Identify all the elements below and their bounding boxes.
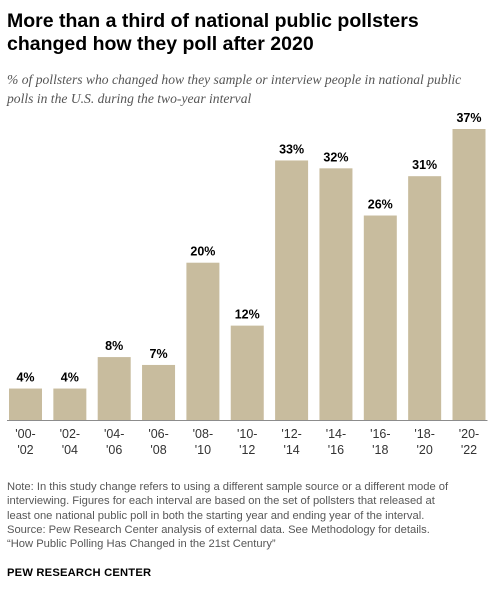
bar-value-label: 4% bbox=[61, 371, 79, 385]
brand-logo-text: PEW RESEARCH CENTER bbox=[7, 567, 152, 579]
x-tick-label: '14 bbox=[283, 443, 299, 457]
bar-value-label: 7% bbox=[150, 347, 168, 361]
x-tick-label: '20- bbox=[459, 427, 479, 441]
x-tick-label: '20 bbox=[417, 443, 433, 457]
bar-chart: 4% '00- '02 4% '02- '04 8% '04- '06 7% '06- '08 20% '… bbox=[7, 111, 488, 457]
bar-value-label: 31% bbox=[412, 158, 437, 172]
x-tick-label: '06 bbox=[106, 443, 122, 457]
chart-notes: Note: In this study change refers to usi… bbox=[7, 480, 487, 551]
x-tick-label: '00- bbox=[15, 427, 35, 441]
x-tick-label: '16 bbox=[328, 443, 344, 457]
bar bbox=[275, 160, 309, 420]
bar-value-label: 4% bbox=[16, 371, 34, 385]
x-tick-label: '08- bbox=[193, 427, 213, 441]
bar bbox=[319, 168, 353, 420]
bar-value-label: 12% bbox=[235, 308, 260, 322]
bar-value-label: 26% bbox=[368, 198, 393, 212]
bar bbox=[186, 262, 220, 420]
x-tick-label: '18- bbox=[414, 427, 434, 441]
x-tick-label: '22 bbox=[461, 443, 477, 457]
x-tick-label: '16- bbox=[370, 427, 390, 441]
source-line: Source: Pew Research Center analysis of … bbox=[7, 523, 430, 536]
bar-value-label: 32% bbox=[323, 150, 348, 164]
x-tick-label: '10- bbox=[237, 427, 257, 441]
bar bbox=[97, 357, 131, 420]
note-line: Note: In this study change refers to usi… bbox=[7, 481, 449, 493]
x-tick-label: '02- bbox=[60, 427, 80, 441]
bar bbox=[363, 215, 397, 420]
bar bbox=[142, 364, 176, 420]
bar bbox=[452, 129, 486, 420]
bar-value-label: 20% bbox=[190, 245, 215, 259]
source-report-title: “How Public Polling Has Changed in the 2… bbox=[7, 538, 276, 551]
x-tick-label: '06- bbox=[148, 427, 168, 441]
bar-value-label: 33% bbox=[279, 142, 304, 156]
x-tick-label: '12 bbox=[239, 443, 255, 457]
x-tick-label: '12- bbox=[281, 427, 301, 441]
x-tick-label: '14- bbox=[326, 427, 346, 441]
bar-value-label: 8% bbox=[105, 339, 123, 353]
bar bbox=[408, 176, 442, 420]
chart-title: More than a third of national public pol… bbox=[7, 10, 419, 55]
bar bbox=[53, 388, 87, 420]
x-tick-label: '04- bbox=[104, 427, 124, 441]
note-line: least one national public poll in both t… bbox=[7, 509, 425, 522]
x-tick-label: '18 bbox=[372, 443, 388, 457]
bar-value-label: 37% bbox=[456, 111, 481, 125]
x-tick-label: '08 bbox=[150, 443, 166, 457]
chart-subtitle: % of pollsters who changed how they samp… bbox=[7, 72, 462, 106]
note-line: interviewing. Figures for each interval … bbox=[7, 495, 435, 508]
x-tick-label: '10 bbox=[195, 443, 211, 457]
bar bbox=[230, 325, 264, 420]
bar bbox=[9, 388, 42, 420]
x-tick-label: '02 bbox=[17, 443, 33, 457]
x-tick-label: '04 bbox=[62, 443, 78, 457]
